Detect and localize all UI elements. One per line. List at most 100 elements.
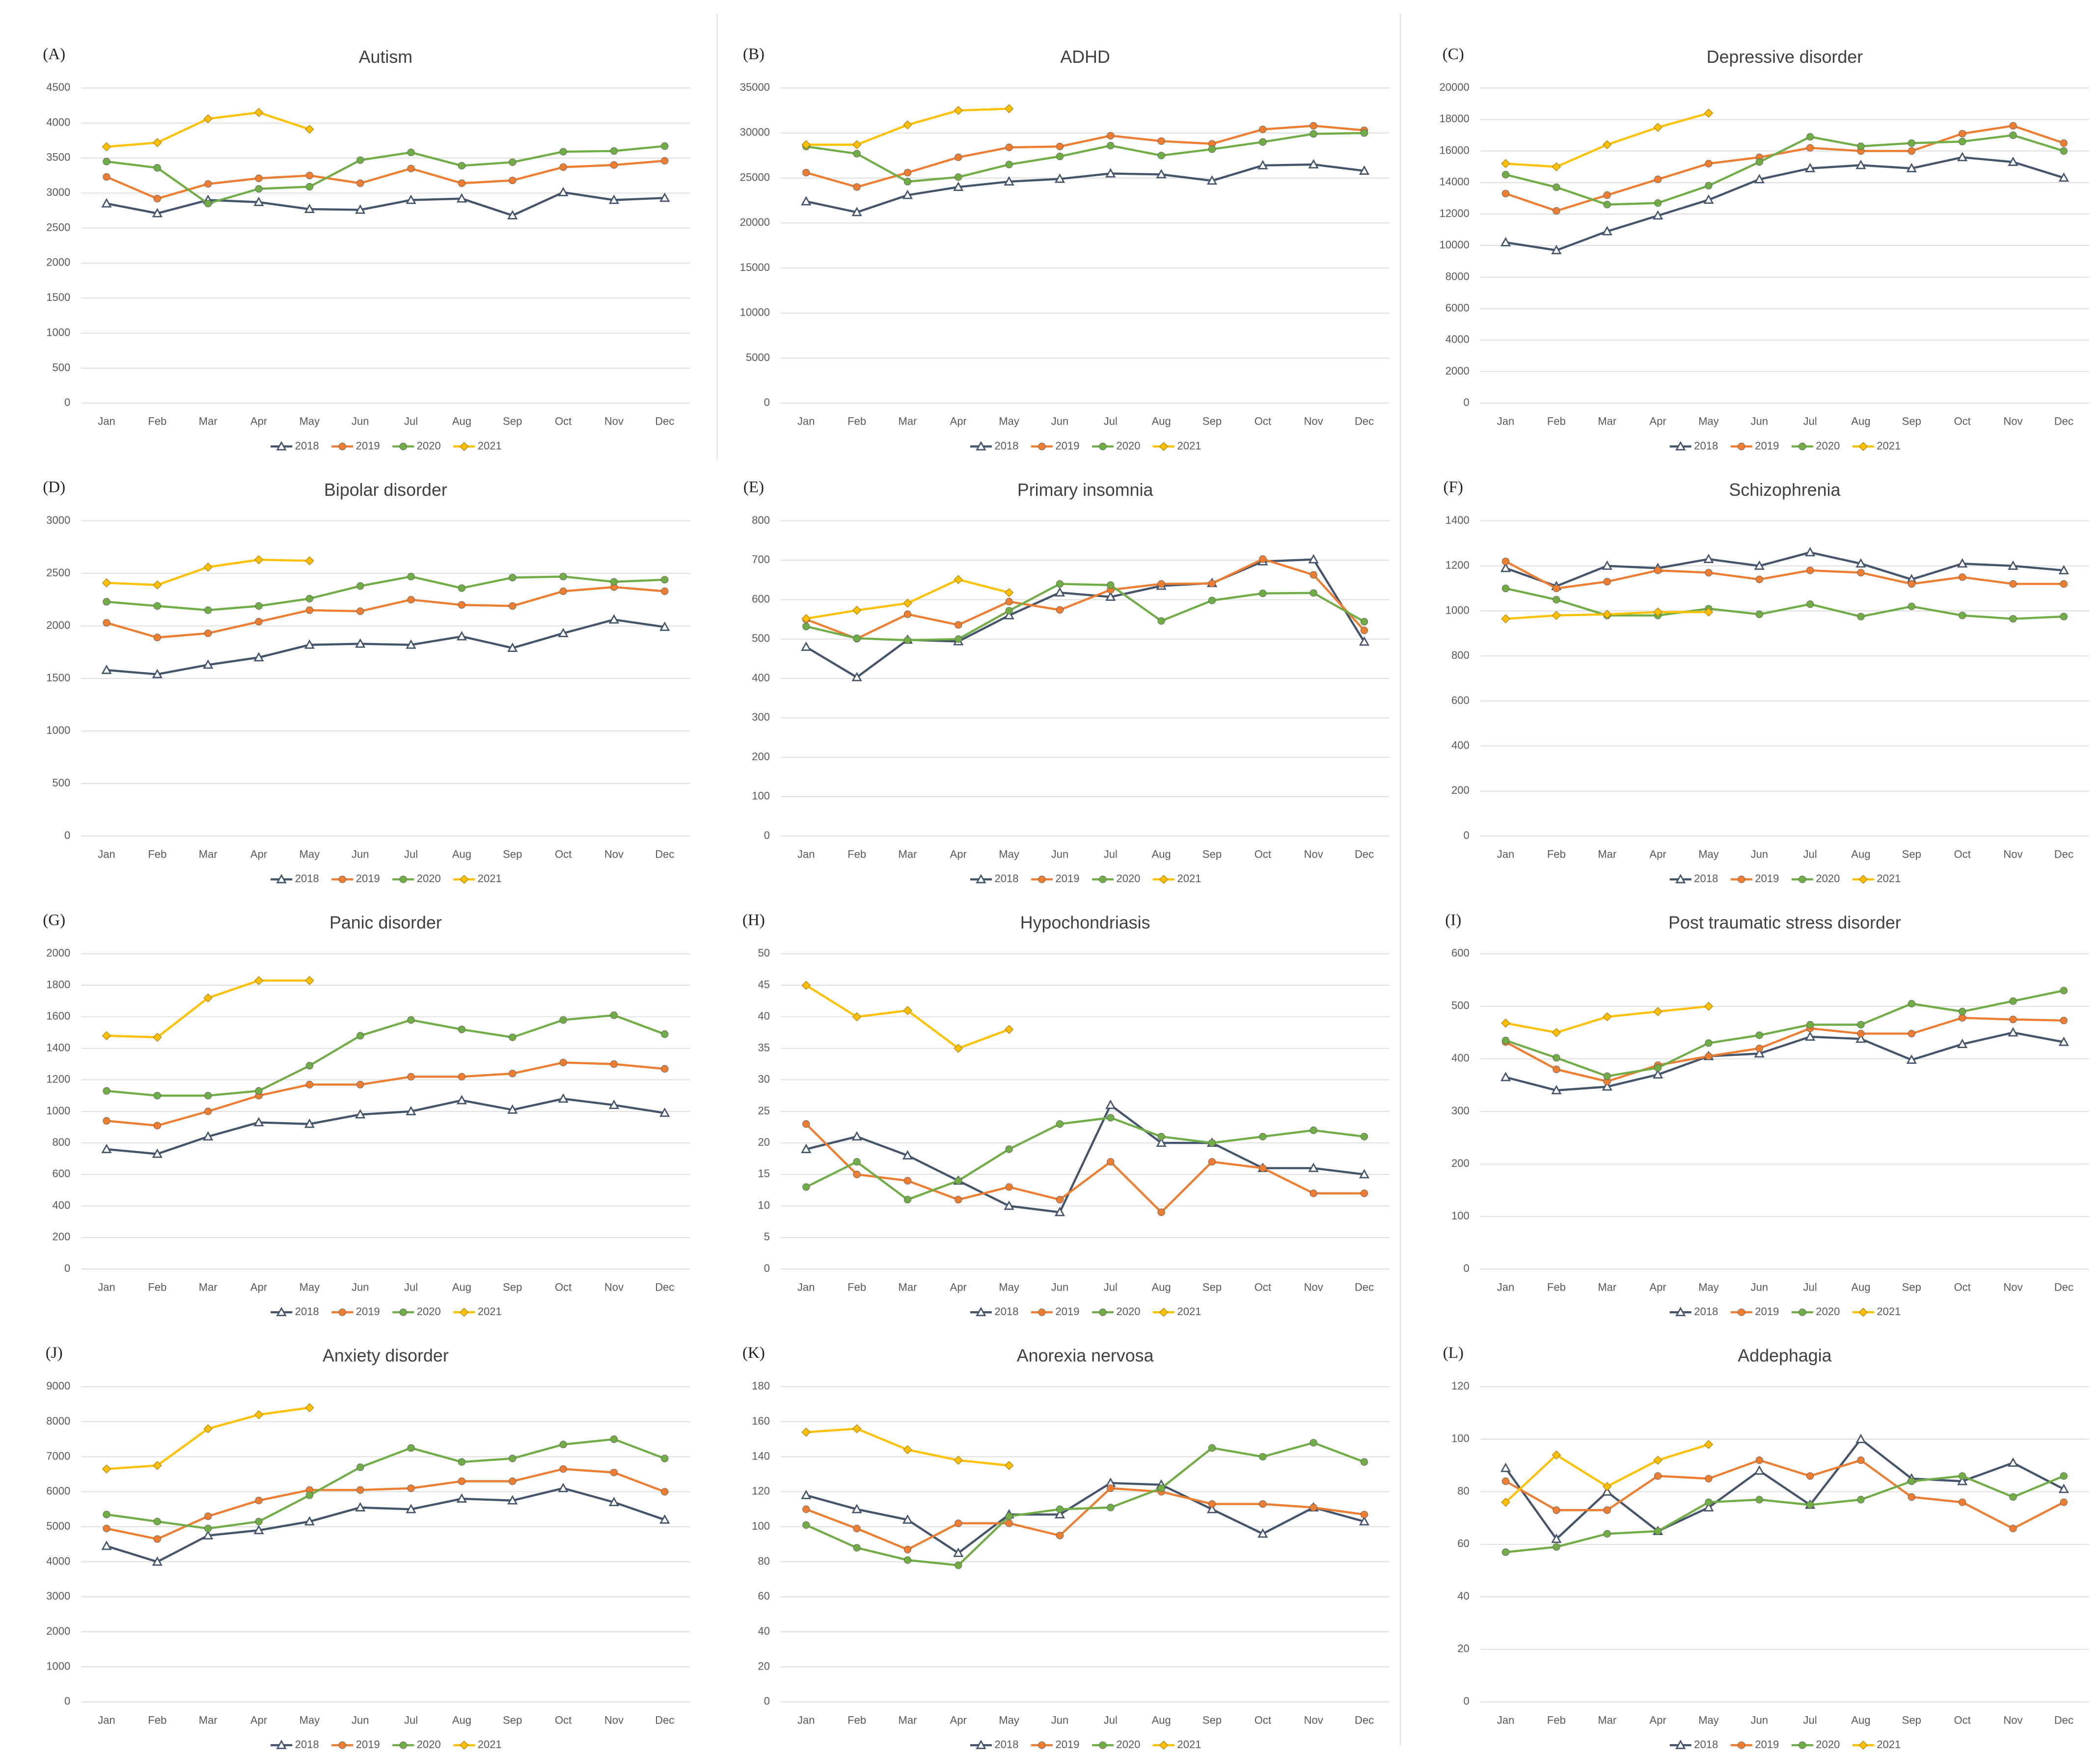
data-point (1208, 1444, 1216, 1452)
legend-marker (1038, 442, 1046, 451)
data-point (407, 595, 415, 604)
data-point (1056, 1505, 1064, 1513)
y-tick-label: 100 (1451, 1432, 1470, 1445)
y-tick-label: 3000 (46, 514, 70, 526)
data-point (356, 1032, 364, 1040)
panel-label: (H) (742, 911, 765, 929)
data-point (458, 1025, 465, 1033)
y-tick-label: 0 (764, 396, 770, 408)
x-tick-label: Aug (1152, 848, 1171, 861)
legend-label: 2018 (995, 1305, 1019, 1318)
x-tick-label: Jan (98, 1714, 115, 1726)
chart-title: Bipolar disorder (324, 480, 447, 500)
data-point (1704, 1001, 1714, 1011)
y-tick-label: 0 (764, 1262, 770, 1274)
data-point (458, 1458, 465, 1466)
series-line (1505, 1017, 2064, 1083)
data-point (509, 1477, 517, 1485)
y-tick-label: 6000 (1445, 301, 1470, 314)
x-tick-label: Jun (352, 848, 369, 861)
series-line (1505, 560, 2064, 590)
x-tick-label: Jan (797, 1281, 815, 1293)
data-point (254, 108, 264, 117)
x-tick-label: Jun (1051, 848, 1069, 861)
series-line (1505, 124, 2064, 212)
y-tick-label: 4000 (46, 116, 70, 128)
data-point (659, 192, 670, 202)
data-point (1360, 1458, 1368, 1466)
data-point (1004, 1200, 1014, 1210)
y-tick-label: 20000 (1440, 81, 1470, 93)
data-point (1806, 567, 1814, 574)
data-point (1157, 580, 1165, 588)
data-point (610, 1060, 618, 1068)
data-point (1257, 160, 1268, 169)
legend-marker (1799, 1308, 1806, 1316)
y-tick-label: 800 (752, 514, 770, 526)
data-point (1552, 1028, 1561, 1037)
data-point (255, 1497, 263, 1505)
legend-label: 2019 (1755, 1738, 1779, 1751)
data-point (1602, 610, 1612, 619)
data-point (954, 575, 963, 584)
x-tick-label: Dec (655, 415, 674, 428)
x-tick-label: Aug (1851, 848, 1870, 861)
panel-label: (D) (43, 478, 65, 496)
legend-label: 2019 (356, 872, 380, 885)
data-point (1553, 585, 1560, 593)
data-point (801, 1143, 812, 1153)
legend-marker (976, 1307, 986, 1317)
data-point (255, 1087, 263, 1095)
data-point (1501, 171, 1510, 179)
legend-label: 2020 (417, 1305, 441, 1318)
data-point (1705, 568, 1713, 577)
data-point (304, 203, 315, 214)
data-point (2008, 1027, 2018, 1037)
data-point (407, 148, 415, 157)
data-point (153, 195, 161, 203)
x-tick-label: Apr (950, 415, 967, 428)
data-point (153, 164, 161, 172)
data-point (305, 1403, 314, 1412)
data-point (559, 163, 567, 171)
legend-marker (1675, 1307, 1686, 1317)
y-tick-label: 0 (1464, 1262, 1470, 1274)
data-point (1551, 1085, 1562, 1095)
data-point (1360, 1189, 1368, 1197)
y-tick-label: 1800 (46, 978, 70, 991)
data-point (152, 1556, 163, 1566)
data-point (802, 1505, 810, 1513)
data-point (1004, 176, 1014, 186)
legend-marker (1858, 1740, 1868, 1750)
data-point (204, 606, 212, 614)
x-tick-label: Nov (604, 1714, 624, 1726)
data-point (203, 993, 213, 1003)
data-point (852, 605, 862, 615)
data-point (304, 639, 315, 649)
data-point (103, 1117, 110, 1125)
data-point (1107, 1158, 1115, 1166)
y-tick-label: 80 (758, 1555, 770, 1567)
data-point (802, 1120, 810, 1128)
data-point (903, 636, 912, 644)
chart-title: Hypochondriasis (1020, 913, 1150, 933)
data-point (903, 1545, 912, 1554)
y-tick-label: 10000 (1440, 239, 1470, 251)
legend-marker (338, 1308, 346, 1316)
data-point (1501, 585, 1510, 593)
legend-label: 2021 (1177, 439, 1201, 452)
data-point (1957, 1038, 1968, 1048)
data-point (1005, 1519, 1013, 1527)
data-point (661, 587, 669, 595)
legend-label: 2018 (295, 872, 319, 885)
y-tick-label: 140 (752, 1450, 770, 1462)
x-tick-label: Sep (1202, 1281, 1222, 1293)
data-point (659, 1514, 670, 1524)
data-point (1705, 1052, 1713, 1060)
data-point (1602, 1012, 1612, 1022)
legend-marker (276, 441, 287, 451)
y-tick-label: 1000 (1445, 604, 1470, 616)
panel-label: (A) (43, 46, 65, 63)
x-tick-label: May (1698, 415, 1719, 428)
data-point (1602, 1081, 1612, 1091)
